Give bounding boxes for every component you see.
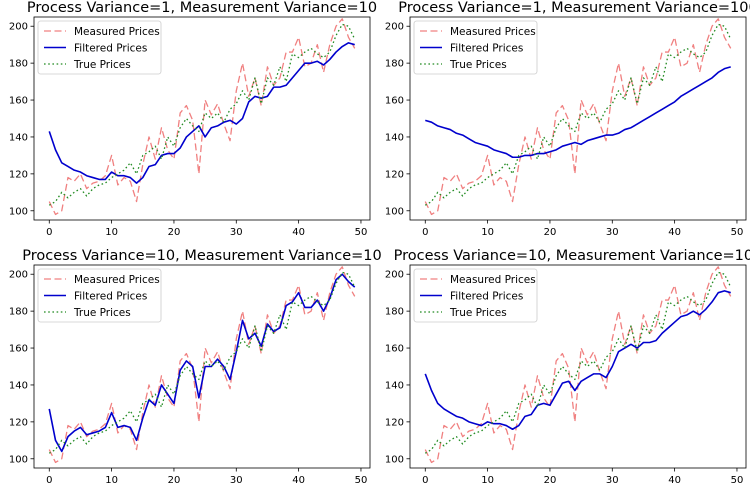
x-tick-label: 50 [731,227,744,238]
x-tick-label: 10 [481,475,494,486]
legend: Measured Prices Filtered Prices True Price… [37,268,162,323]
series-line-measured-prices [48,18,356,216]
x-tick-label: 30 [606,227,619,238]
subplot-3: Process Variance=10, Measurement Varianc… [9,248,382,486]
legend: Measured Prices Filtered Prices True Price… [413,20,538,75]
legend-label: True Prices [73,307,131,319]
y-tick-label: 180 [385,307,404,318]
y-tick-label: 100 [385,454,404,465]
series-line-filtered-prices [48,273,356,453]
x-tick-label: 0 [422,475,428,486]
x-tick-label: 10 [481,227,494,238]
legend-label: True Prices [449,59,507,71]
legend: Measured Prices Filtered Prices True Price… [37,20,162,75]
x-tick-label: 0 [422,227,428,238]
subplot-4: Process Variance=10, Measurement Varianc… [385,248,750,486]
x-tick-label: 40 [668,227,681,238]
x-tick-label: 0 [46,475,52,486]
x-tick-label: 30 [230,475,243,486]
x-tick-label: 10 [105,227,118,238]
x-tick-label: 50 [355,227,368,238]
chart-title: Process Variance=1, Measurement Variance… [27,0,377,16]
x-tick-label: 50 [731,475,744,486]
y-tick-label: 100 [9,454,28,465]
y-tick-label: 200 [385,22,404,33]
x-tick-label: 30 [606,475,619,486]
legend-label: True Prices [73,59,131,71]
y-tick-label: 180 [9,59,28,70]
y-tick-label: 120 [385,169,404,180]
y-tick-label: 100 [385,206,404,217]
y-tick-label: 160 [9,96,28,107]
legend-label: Measured Prices [74,274,160,286]
plot-area [424,18,732,216]
x-tick-label: 20 [168,475,181,486]
x-tick-label: 10 [105,475,118,486]
legend-box [413,20,538,75]
x-tick-label: 0 [46,227,52,238]
x-tick-label: 20 [544,227,557,238]
y-tick-label: 200 [385,270,404,281]
x-tick-label: 20 [168,227,181,238]
axes-frame [409,16,747,221]
x-tick-label: 40 [292,227,305,238]
y-tick-label: 180 [9,307,28,318]
legend-box [413,268,538,323]
y-tick-label: 160 [385,96,404,107]
y-tick-label: 180 [385,59,404,70]
y-tick-label: 140 [9,380,28,391]
series-line-filtered-prices [424,290,731,431]
y-tick-label: 120 [385,417,404,428]
axes-frame [409,264,747,469]
plot-area [424,266,732,464]
series-line-filtered-prices [48,42,355,184]
subplot-2: Process Variance=1, Measurement Variance… [385,0,750,238]
y-tick-label: 200 [9,22,28,33]
y-tick-label: 100 [9,206,28,217]
legend-label: Measured Prices [74,26,160,38]
legend-label: Filtered Prices [74,290,147,302]
chart-title: Process Variance=10, Measurement Varianc… [22,248,381,264]
x-tick-label: 50 [355,475,368,486]
y-tick-label: 140 [385,132,404,143]
subplot-1: Process Variance=1, Measurement Variance… [9,0,377,238]
axes-frame [33,16,371,221]
legend-label: True Prices [449,307,507,319]
legend-label: Filtered Prices [450,290,523,302]
series-line-filtered-prices [425,66,731,159]
y-tick-label: 200 [9,270,28,281]
legend-label: Measured Prices [450,274,536,286]
legend-label: Measured Prices [450,26,536,38]
chart-title: Process Variance=1, Measurement Variance… [398,0,750,16]
plot-area [48,18,356,216]
y-tick-label: 160 [9,344,28,355]
legend-box [37,20,162,75]
legend: Measured Prices Filtered Prices True Price… [413,268,538,323]
series-line-measured-prices [424,18,732,216]
legend-label: Filtered Prices [74,42,147,54]
axes-frame [33,264,371,469]
x-tick-label: 20 [544,475,557,486]
x-tick-label: 40 [668,475,681,486]
plot-area [48,266,356,464]
x-tick-label: 40 [292,475,305,486]
x-tick-label: 30 [230,227,243,238]
y-tick-label: 120 [9,417,28,428]
y-tick-label: 120 [9,169,28,180]
legend-box [37,268,162,323]
y-tick-label: 140 [385,380,404,391]
y-tick-label: 160 [385,344,404,355]
legend-label: Filtered Prices [450,42,523,54]
y-tick-label: 140 [9,132,28,143]
chart-title: Process Variance=10, Measurement Varianc… [394,248,750,264]
